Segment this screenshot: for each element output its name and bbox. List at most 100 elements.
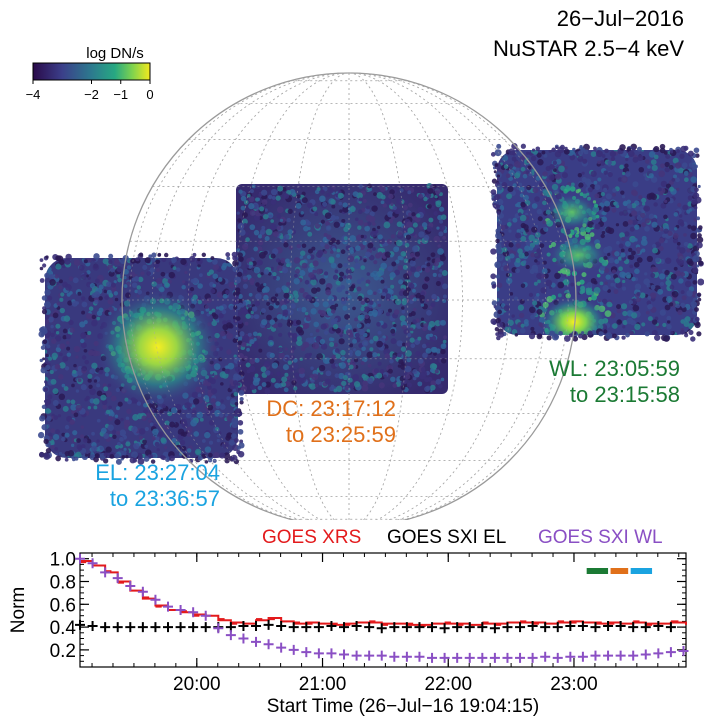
- marker-goes-sxi-el: [150, 622, 161, 633]
- marker-goes-sxi-wl: [452, 652, 463, 663]
- marker-goes-sxi-wl: [615, 650, 626, 661]
- marker-goes-sxi-el: [489, 623, 500, 634]
- marker-goes-sxi-wl: [678, 646, 689, 657]
- marker-goes-sxi-el: [389, 622, 400, 633]
- marker-goes-sxi-el: [452, 622, 463, 633]
- marker-goes-sxi-wl: [577, 651, 588, 662]
- marker-goes-sxi-el: [263, 619, 274, 630]
- dc-label-line1: DC: 23:17:12: [266, 396, 396, 421]
- marker-goes-sxi-wl: [313, 648, 324, 659]
- x-tick-label: 21:00: [299, 674, 347, 695]
- marker-goes-sxi-el: [665, 622, 676, 633]
- marker-goes-sxi-wl: [590, 650, 601, 661]
- marker-goes-sxi-el: [439, 623, 450, 634]
- marker-goes-sxi-wl: [87, 558, 98, 569]
- marker-goes-sxi-el: [251, 620, 262, 631]
- marker-goes-sxi-el: [628, 622, 639, 633]
- marker-goes-sxi-wl: [251, 636, 262, 647]
- marker-goes-sxi-wl: [301, 647, 312, 658]
- marker-goes-sxi-el: [112, 622, 123, 633]
- marker-goes-sxi-wl: [288, 644, 299, 655]
- colorbar-tick-label: −1: [113, 87, 128, 102]
- marker-goes-sxi-wl: [439, 652, 450, 663]
- legend-goes-xrs: GOES XRS: [262, 527, 362, 548]
- marker-goes-sxi-wl: [163, 601, 174, 612]
- marker-goes-sxi-el: [326, 620, 337, 631]
- marker-goes-sxi-el: [125, 622, 136, 633]
- marker-goes-sxi-wl: [565, 651, 576, 662]
- marker-goes-sxi-wl: [376, 650, 387, 661]
- marker-goes-sxi-wl: [225, 630, 236, 641]
- time-marker-dc: [610, 568, 629, 574]
- dc-label-line2: to 23:25:59: [285, 422, 396, 447]
- marker-goes-sxi-wl: [477, 652, 488, 663]
- x-axis-label: Start Time (26−Jul−16 19:04:15): [267, 696, 540, 717]
- marker-goes-sxi-el: [477, 622, 488, 633]
- marker-goes-sxi-el: [603, 620, 614, 631]
- marker-goes-sxi-wl: [125, 581, 136, 592]
- longitude-line: [235, 72, 350, 520]
- marker-goes-sxi-wl: [238, 633, 249, 644]
- marker-goes-sxi-el: [188, 622, 199, 633]
- marker-goes-sxi-el: [527, 620, 538, 631]
- dc-pointing-image: [235, 182, 448, 395]
- y-tick-label: 0.8: [50, 573, 76, 594]
- marker-goes-sxi-wl: [628, 650, 639, 661]
- x-tick-label: 22:00: [424, 674, 472, 695]
- longitude-line: [129, 72, 350, 520]
- colorbar: [32, 62, 151, 81]
- x-tick-label: 23:00: [550, 674, 598, 695]
- marker-goes-sxi-el: [175, 622, 186, 633]
- marker-goes-sxi-el: [288, 622, 299, 633]
- marker-goes-sxi-wl: [640, 649, 651, 660]
- colorbar-ticks: −4 −2 −1 0: [26, 80, 154, 102]
- marker-goes-sxi-wl: [75, 553, 85, 564]
- el-label-line2: to 23:36:57: [109, 486, 220, 511]
- marker-goes-sxi-el: [565, 620, 576, 631]
- marker-goes-sxi-el: [577, 620, 588, 631]
- time-marker-el: [630, 568, 653, 574]
- longitude-line: [348, 72, 510, 520]
- marker-goes-sxi-wl: [364, 650, 375, 661]
- marker-goes-sxi-el: [364, 622, 375, 633]
- marker-goes-sxi-wl: [414, 651, 425, 662]
- marker-goes-sxi-el: [87, 620, 98, 631]
- y-tick-label: 0.6: [50, 595, 76, 616]
- marker-goes-sxi-wl: [665, 647, 676, 658]
- marker-goes-sxi-wl: [389, 651, 400, 662]
- marker-goes-sxi-wl: [213, 623, 224, 634]
- marker-goes-sxi-wl: [552, 652, 563, 663]
- marker-goes-sxi-wl: [427, 652, 438, 663]
- marker-goes-sxi-wl: [351, 650, 362, 661]
- longitude-line: [348, 72, 546, 520]
- marker-goes-sxi-el: [200, 622, 211, 633]
- el-label-line1: EL: 23:27:04: [95, 460, 220, 485]
- marker-goes-sxi-el: [540, 622, 551, 633]
- y-tick-label: 0.4: [50, 618, 77, 639]
- marker-goes-sxi-wl: [200, 610, 211, 621]
- longitude-line: [348, 72, 569, 520]
- y-tick-label: 1.0: [50, 550, 76, 571]
- marker-goes-sxi-wl: [653, 648, 664, 659]
- instrument-title: NuSTAR 2.5−4 keV: [493, 36, 684, 61]
- marker-goes-sxi-el: [615, 620, 626, 631]
- marker-goes-sxi-el: [590, 622, 601, 633]
- marker-goes-sxi-wl: [276, 642, 287, 653]
- y-tick-label: 0.2: [50, 641, 76, 662]
- marker-goes-sxi-el: [163, 622, 174, 633]
- marker-goes-sxi-wl: [137, 586, 148, 597]
- marker-goes-sxi-el: [376, 623, 387, 634]
- wl-pointing-image: [490, 143, 704, 342]
- marker-goes-sxi-el: [137, 622, 148, 633]
- wl-label: WL: 23:05:59 to 23:15:58: [480, 356, 680, 408]
- colorbar-tick-label: 0: [146, 87, 153, 102]
- marker-goes-sxi-el: [313, 622, 324, 633]
- longitude-line: [188, 72, 350, 520]
- marker-goes-sxi-wl: [339, 649, 350, 660]
- marker-goes-sxi-el: [100, 622, 111, 633]
- date-title: 26−Jul−2016: [556, 6, 684, 31]
- marker-goes-sxi-wl: [100, 567, 111, 578]
- x-tick-label: 20:00: [173, 674, 221, 695]
- wl-label-line1: WL: 23:05:59: [549, 356, 680, 381]
